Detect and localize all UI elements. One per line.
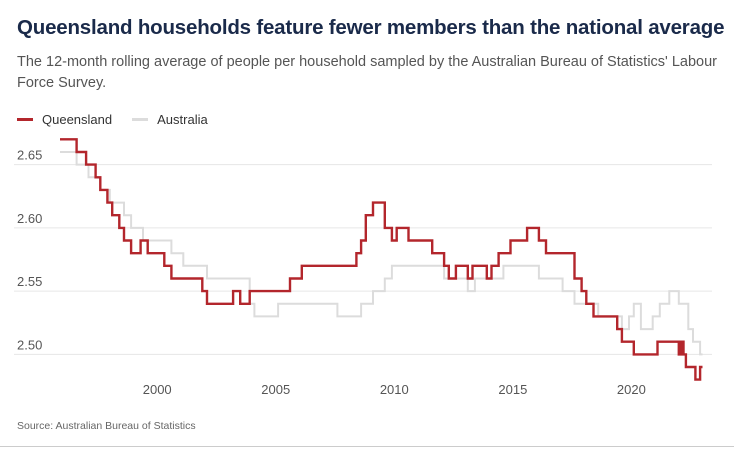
bottom-divider: [0, 446, 734, 447]
legend-label-queensland: Queensland: [42, 112, 113, 127]
legend-swatch-australia: [132, 118, 149, 121]
x-tick-label: 2015: [498, 382, 527, 397]
series-layer: [60, 138, 703, 381]
axis-layer: 2.50 2.55 2.60 2.65 2000 2005 2010 2015 2020: [17, 148, 646, 397]
legend-label-australia: Australia: [157, 112, 208, 127]
x-tick-label: 2020: [617, 382, 646, 397]
y-tick-label: 2.50: [17, 337, 42, 352]
grid-layer: [14, 164, 712, 355]
source-note: Source: Australian Bureau of Statistics: [17, 420, 196, 432]
y-tick-label: 2.60: [17, 211, 42, 226]
legend-item-queensland: Queensland: [17, 112, 112, 127]
series-line-australia: [60, 151, 703, 356]
x-tick-label: 2005: [261, 382, 290, 397]
chart-subtitle: The 12-month rolling average of people p…: [17, 54, 718, 91]
legend-swatch-queensland: [17, 118, 33, 121]
legend-item-australia: Australia: [132, 112, 208, 127]
x-tick-label: 2000: [143, 382, 172, 397]
y-tick-label: 2.65: [17, 148, 42, 163]
series-line-queensland: [60, 138, 703, 381]
x-tick-label: 2010: [380, 382, 409, 397]
chart-title: Queensland households feature fewer memb…: [17, 16, 725, 39]
y-tick-label: 2.55: [17, 274, 42, 289]
legend: Queensland Australia: [17, 112, 228, 127]
